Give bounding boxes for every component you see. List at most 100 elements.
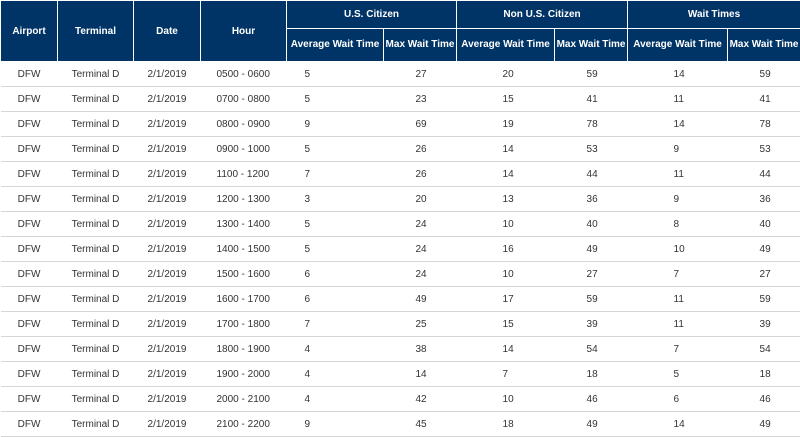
cell-terminal: Terminal D <box>58 187 134 212</box>
cell-non-us-avg-wait: 7 <box>457 362 555 387</box>
cell-wt-max-wait: 40 <box>728 212 800 237</box>
header-non-us-citizen: Non U.S. Citizen <box>457 1 628 29</box>
cell-wt-avg-wait: 14 <box>628 112 728 137</box>
cell-us-avg-wait: 7 <box>287 162 384 187</box>
cell-wt-max-wait: 27 <box>728 262 800 287</box>
cell-us-max-wait: 69 <box>384 112 457 137</box>
cell-us-avg-wait: 5 <box>287 62 384 87</box>
cell-wt-avg-wait: 9 <box>628 137 728 162</box>
cell-non-us-avg-wait: 10 <box>457 212 555 237</box>
cell-hour: 0700 - 0800 <box>201 87 287 112</box>
cell-airport: DFW <box>1 287 58 312</box>
header-wt-avg-wait[interactable]: Average Wait Time <box>628 29 728 62</box>
cell-terminal: Terminal D <box>58 362 134 387</box>
cell-wt-max-wait: 53 <box>728 137 800 162</box>
cell-wt-max-wait: 41 <box>728 87 800 112</box>
cell-wt-avg-wait: 9 <box>628 187 728 212</box>
cell-us-avg-wait: 6 <box>287 287 384 312</box>
cell-us-max-wait: 25 <box>384 312 457 337</box>
cell-us-avg-wait: 5 <box>287 87 384 112</box>
cell-airport: DFW <box>1 262 58 287</box>
cell-terminal: Terminal D <box>58 212 134 237</box>
cell-terminal: Terminal D <box>58 137 134 162</box>
cell-us-avg-wait: 9 <box>287 112 384 137</box>
header-us-max-wait[interactable]: Max Wait Time <box>384 29 457 62</box>
cell-non-us-max-wait: 36 <box>555 187 628 212</box>
header-date[interactable]: Date <box>134 1 201 62</box>
cell-us-avg-wait: 3 <box>287 187 384 212</box>
cell-terminal: Terminal D <box>58 237 134 262</box>
cell-wt-max-wait: 36 <box>728 187 800 212</box>
cell-hour: 2000 - 2100 <box>201 387 287 412</box>
header-hour[interactable]: Hour <box>201 1 287 62</box>
cell-us-max-wait: 24 <box>384 262 457 287</box>
cell-wt-max-wait: 39 <box>728 312 800 337</box>
cell-hour: 0900 - 1000 <box>201 137 287 162</box>
header-non-us-max-wait[interactable]: Max Wait Time <box>555 29 628 62</box>
cell-airport: DFW <box>1 212 58 237</box>
cell-non-us-max-wait: 78 <box>555 112 628 137</box>
cell-non-us-avg-wait: 14 <box>457 162 555 187</box>
cell-date: 2/1/2019 <box>134 287 201 312</box>
cell-date: 2/1/2019 <box>134 262 201 287</box>
cell-terminal: Terminal D <box>58 287 134 312</box>
cell-wt-avg-wait: 14 <box>628 62 728 87</box>
cell-non-us-max-wait: 44 <box>555 162 628 187</box>
cell-hour: 1600 - 1700 <box>201 287 287 312</box>
cell-us-avg-wait: 7 <box>287 312 384 337</box>
cell-us-avg-wait: 5 <box>287 237 384 262</box>
header-non-us-avg-wait[interactable]: Average Wait Time <box>457 29 555 62</box>
cell-airport: DFW <box>1 362 58 387</box>
header-airport[interactable]: Airport <box>1 1 58 62</box>
cell-airport: DFW <box>1 62 58 87</box>
header-wait-times: Wait Times <box>628 1 800 29</box>
cell-us-max-wait: 20 <box>384 187 457 212</box>
cell-us-avg-wait: 4 <box>287 387 384 412</box>
cell-wt-max-wait: 59 <box>728 62 800 87</box>
cell-wt-avg-wait: 11 <box>628 312 728 337</box>
cell-non-us-avg-wait: 15 <box>457 87 555 112</box>
header-us-avg-wait[interactable]: Average Wait Time <box>287 29 384 62</box>
cell-wt-avg-wait: 11 <box>628 87 728 112</box>
cell-us-max-wait: 14 <box>384 362 457 387</box>
cell-non-us-avg-wait: 14 <box>457 137 555 162</box>
cell-non-us-avg-wait: 14 <box>457 337 555 362</box>
cell-date: 2/1/2019 <box>134 337 201 362</box>
cell-non-us-avg-wait: 10 <box>457 387 555 412</box>
cell-non-us-avg-wait: 10 <box>457 262 555 287</box>
cell-non-us-avg-wait: 13 <box>457 187 555 212</box>
cell-date: 2/1/2019 <box>134 162 201 187</box>
cell-terminal: Terminal D <box>58 87 134 112</box>
cell-terminal: Terminal D <box>58 337 134 362</box>
cell-wt-max-wait: 49 <box>728 237 800 262</box>
cell-us-avg-wait: 5 <box>287 212 384 237</box>
header-terminal[interactable]: Terminal <box>58 1 134 62</box>
cell-hour: 1700 - 1800 <box>201 312 287 337</box>
cell-airport: DFW <box>1 337 58 362</box>
cell-non-us-avg-wait: 17 <box>457 287 555 312</box>
cell-hour: 1400 - 1500 <box>201 237 287 262</box>
cell-wt-avg-wait: 7 <box>628 337 728 362</box>
cell-terminal: Terminal D <box>58 262 134 287</box>
cell-non-us-avg-wait: 20 <box>457 62 555 87</box>
cell-date: 2/1/2019 <box>134 237 201 262</box>
cell-hour: 1100 - 1200 <box>201 162 287 187</box>
cell-airport: DFW <box>1 312 58 337</box>
cell-us-max-wait: 27 <box>384 62 457 87</box>
header-wt-max-wait[interactable]: Max Wait Time <box>728 29 800 62</box>
cell-terminal: Terminal D <box>58 312 134 337</box>
cell-us-max-wait: 42 <box>384 387 457 412</box>
cell-wt-max-wait: 78 <box>728 112 800 137</box>
cell-airport: DFW <box>1 112 58 137</box>
